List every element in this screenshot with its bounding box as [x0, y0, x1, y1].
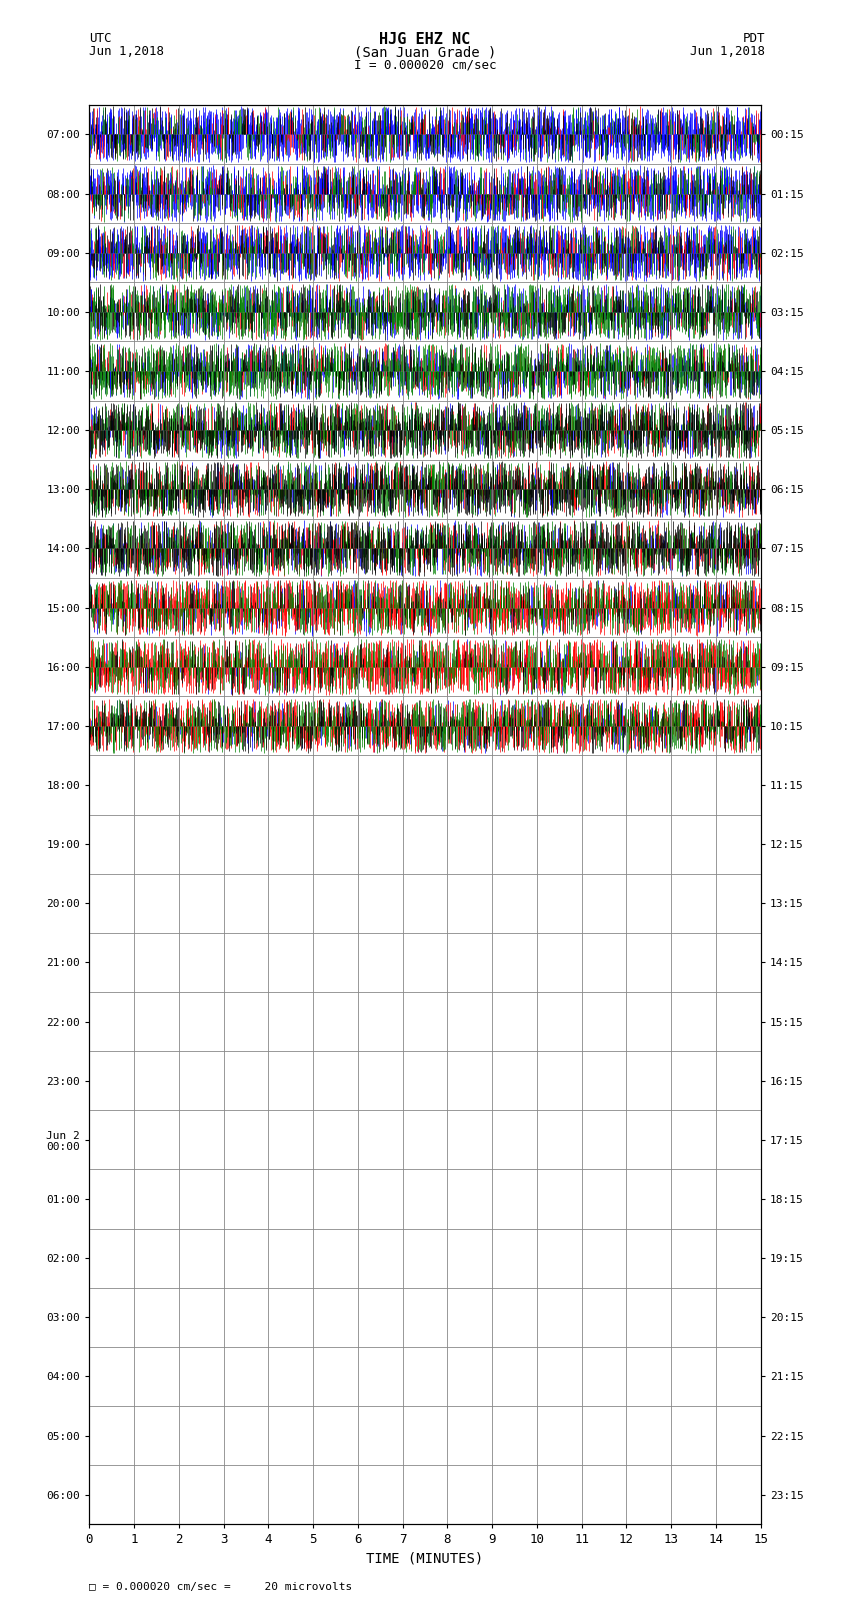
Text: UTC: UTC: [89, 32, 111, 45]
Text: □ = 0.000020 cm/sec =     20 microvolts: □ = 0.000020 cm/sec = 20 microvolts: [89, 1582, 353, 1592]
Text: I = 0.000020 cm/sec: I = 0.000020 cm/sec: [354, 58, 496, 71]
Text: (San Juan Grade ): (San Juan Grade ): [354, 45, 496, 60]
Text: HJG EHZ NC: HJG EHZ NC: [379, 32, 471, 47]
Text: Jun 1,2018: Jun 1,2018: [690, 45, 765, 58]
Text: Jun 1,2018: Jun 1,2018: [89, 45, 164, 58]
X-axis label: TIME (MINUTES): TIME (MINUTES): [366, 1552, 484, 1566]
Text: PDT: PDT: [743, 32, 765, 45]
